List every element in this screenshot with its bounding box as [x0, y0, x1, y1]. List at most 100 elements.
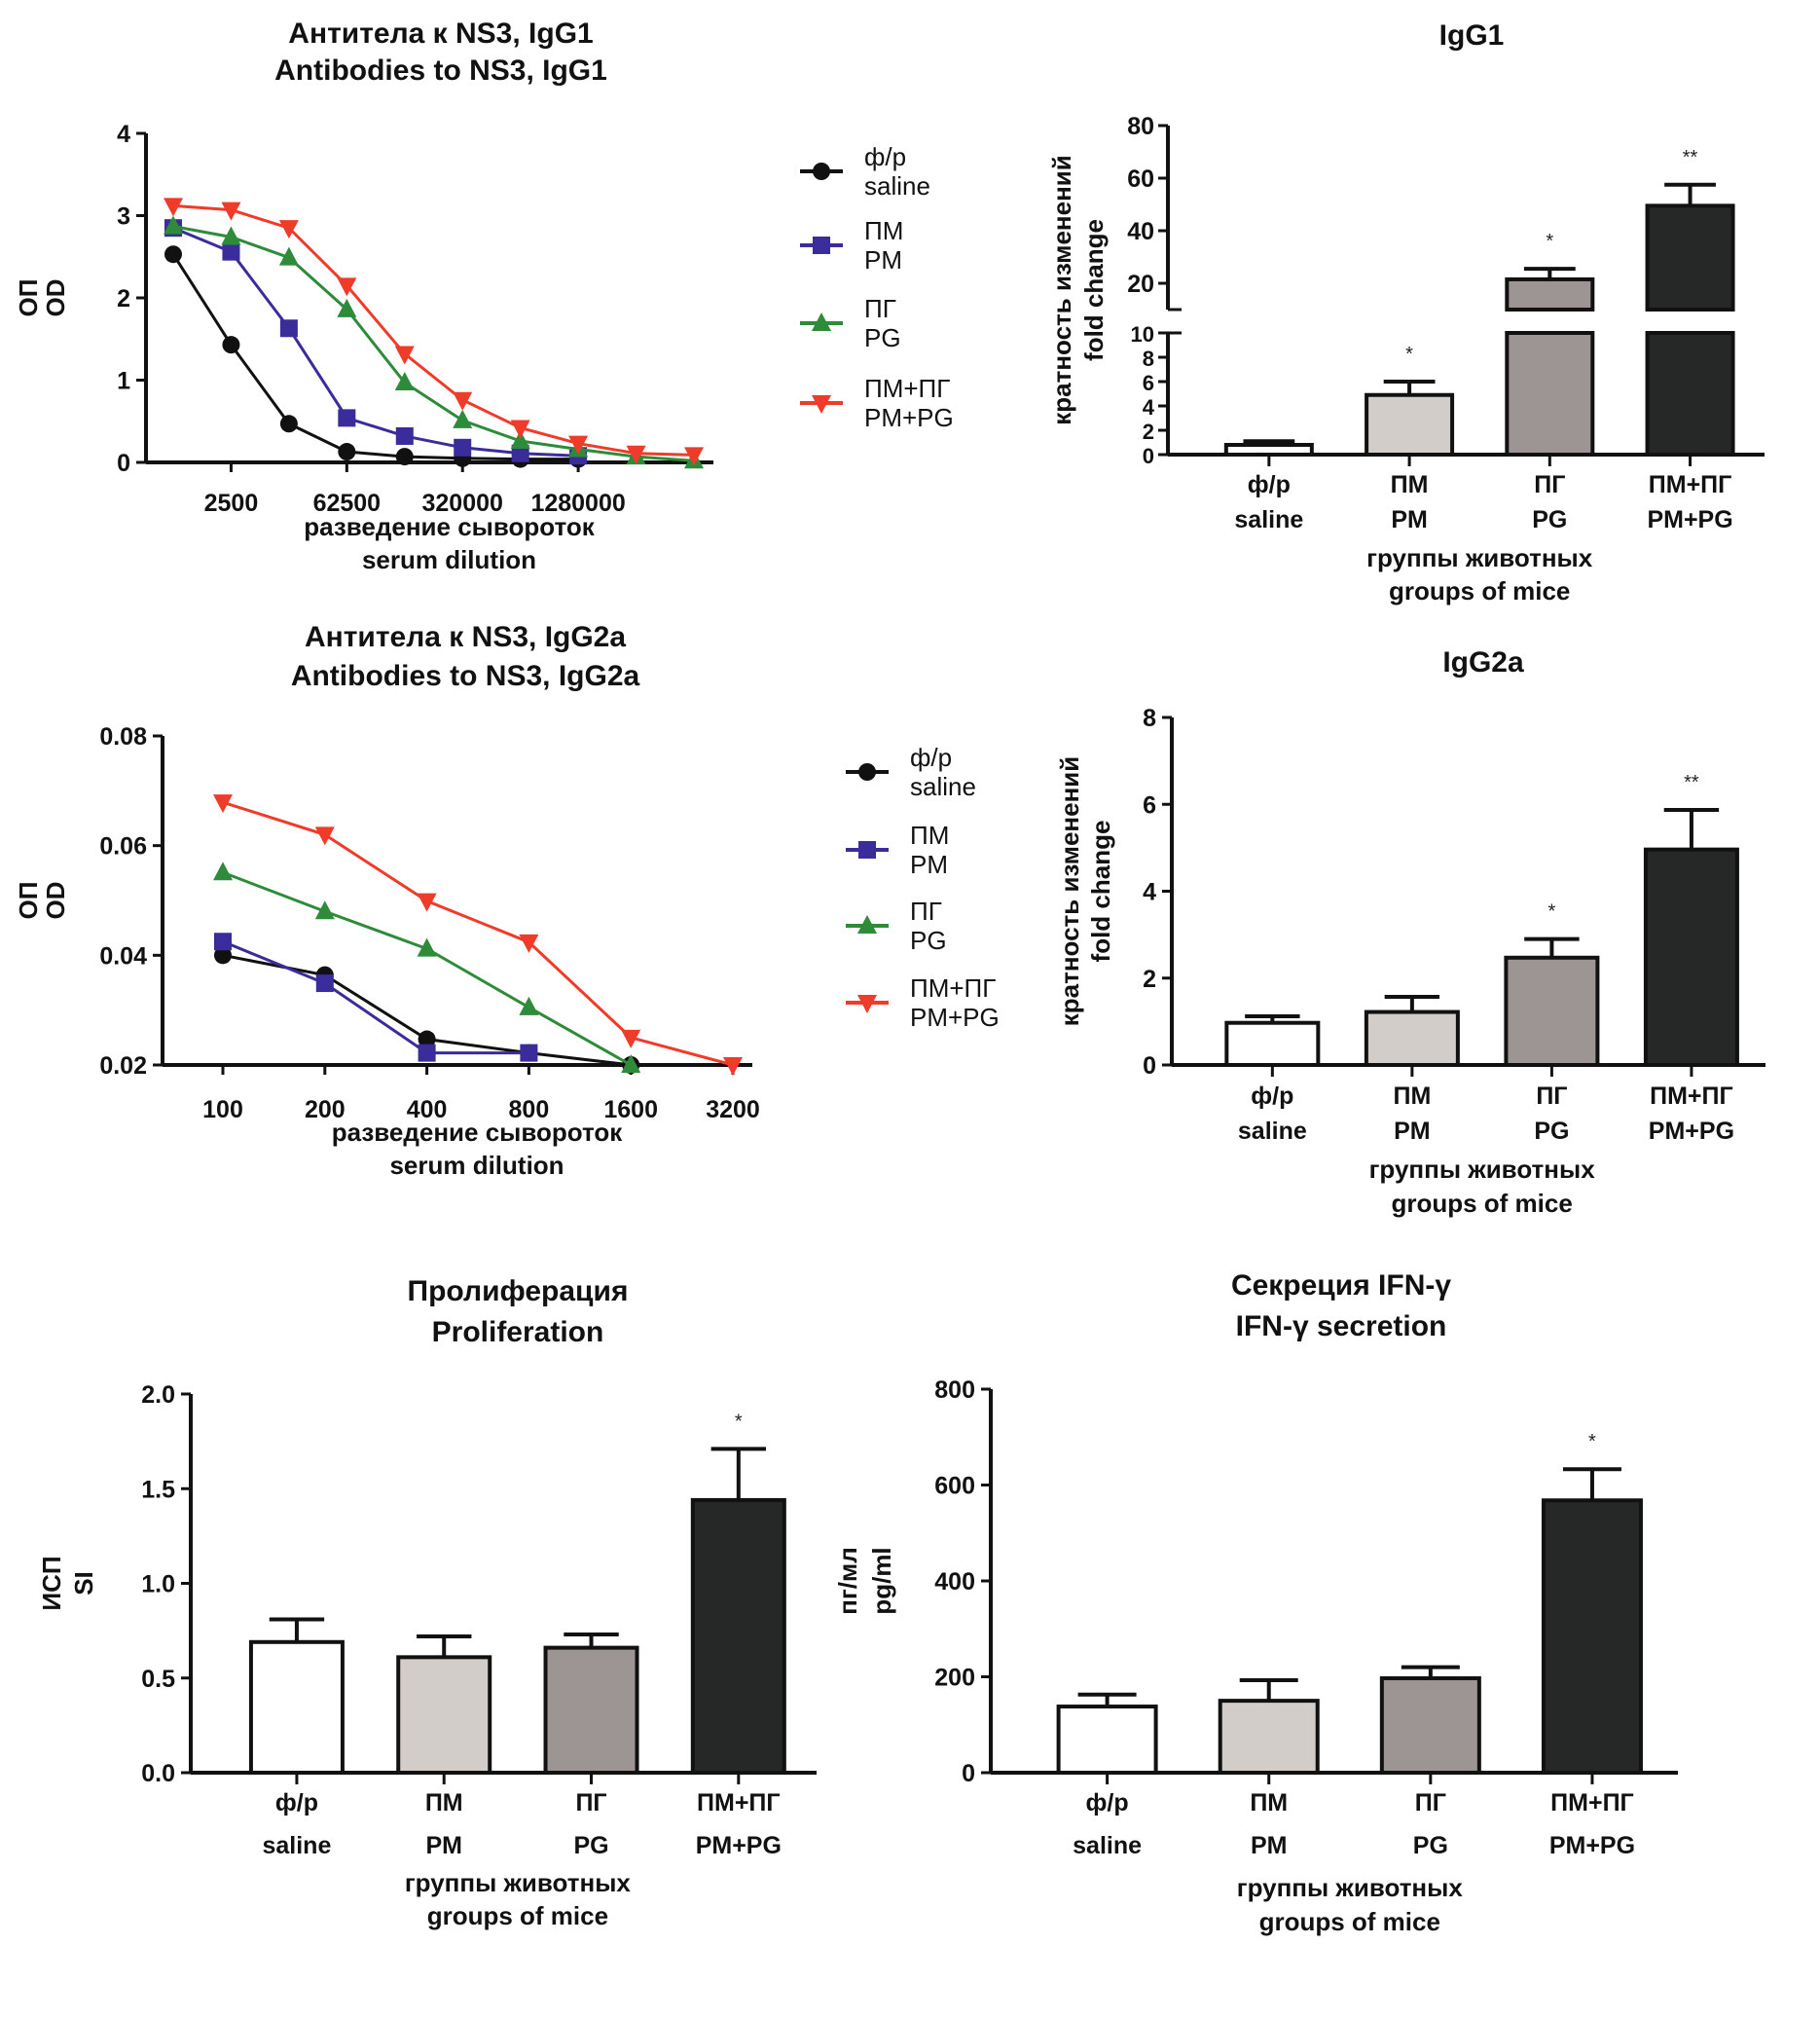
significance-marker: *: [1405, 344, 1413, 365]
x-tick-label-en: PG: [1534, 1118, 1569, 1145]
legend-label-en: PM+PG: [910, 1003, 1000, 1032]
y-tick-label: 40: [1127, 218, 1154, 245]
x-axis-label: разведение сывороток: [332, 1118, 624, 1147]
bar-group: *: [690, 1411, 786, 1776]
data-point: [519, 996, 539, 1015]
axis-break-gap: [1504, 312, 1596, 331]
x-tick-label-en: PG: [1413, 1832, 1448, 1859]
series-line: [172, 226, 579, 458]
chart-title: IFN-γ secretion: [1236, 1310, 1447, 1342]
bar-lower: [1645, 331, 1735, 457]
data-point: [395, 426, 414, 445]
legend-label-ru: ф/р: [910, 743, 952, 772]
data-point: [337, 298, 357, 317]
x-tick-label-en: PG: [573, 1832, 608, 1859]
y-tick-label: 0: [1143, 444, 1154, 468]
significance-marker: *: [735, 1411, 743, 1432]
legend-label-ru: ПМ: [864, 216, 903, 245]
chart-title: Antibodies to NS3, IgG2a: [291, 660, 640, 692]
y-axis-label: OD: [41, 882, 70, 920]
data-point: [857, 995, 877, 1013]
x-tick-label-en: PM: [1391, 506, 1428, 533]
x-tick-label-ru: ПМ: [1250, 1789, 1288, 1816]
chart-title: IgG2a: [1442, 646, 1524, 679]
legend-label-ru: ПМ+ПГ: [910, 973, 996, 1003]
x-axis-label: groups of mice: [1391, 1189, 1572, 1218]
x-axis-label: groups of mice: [427, 1901, 608, 1930]
x-axis-label: serum dilution: [362, 545, 536, 574]
chart-ifn-gamma: Секреция IFN-γ IFN-γ secretion 0 200 400 600 8…: [833, 1269, 1678, 1936]
x-tick-label-en: saline: [1073, 1832, 1142, 1859]
x-tick-label-en: PM+PG: [1549, 1832, 1635, 1859]
legend-label-en: PM: [910, 850, 948, 879]
y-axis-label: кратность изменений: [1055, 756, 1084, 1027]
data-point: [510, 420, 530, 439]
data-point: [626, 445, 646, 464]
x-axis-label: groups of mice: [1389, 576, 1570, 605]
significance-marker: **: [1684, 772, 1699, 793]
data-point: [858, 841, 876, 859]
x-tick-label-ru: ф/р: [1251, 1082, 1293, 1110]
y-tick-label: 2.0: [141, 1381, 175, 1409]
y-tick-label: 0.02: [99, 1052, 147, 1080]
x-tick-label: 320000: [422, 490, 503, 517]
x-tick-label: 800: [509, 1096, 550, 1123]
bar-group: **: [1643, 772, 1739, 1067]
chart-title: Proliferation: [432, 1316, 604, 1348]
data-point: [213, 862, 233, 881]
data-point: [279, 319, 298, 338]
y-tick-label: 0: [1143, 1052, 1156, 1080]
bar-group: **: [1644, 147, 1736, 457]
significance-marker: *: [1548, 901, 1556, 923]
bar: [396, 1655, 492, 1775]
x-axis-label: serum dilution: [389, 1151, 564, 1180]
x-tick-label-en: saline: [262, 1832, 331, 1859]
x-tick-label: 62500: [313, 490, 382, 517]
bar: [1643, 847, 1739, 1067]
y-axis-label: пг/мл: [833, 1547, 862, 1615]
series-line: [172, 203, 695, 457]
legend-label-ru: ПМ+ПГ: [864, 374, 950, 403]
data-point: [164, 198, 183, 217]
bar: [1504, 955, 1600, 1067]
x-tick-label-ru: ПМ: [1391, 471, 1429, 498]
bar-group: [1056, 1692, 1158, 1776]
y-tick-label: 4: [117, 121, 130, 148]
data-point: [684, 447, 704, 466]
bar: [1541, 1498, 1643, 1775]
data-point: [510, 430, 530, 450]
chart-igg2a-fold: IgG2a 0 2 4 6 8 ф/р saline ПМ PM * ПГ PG ** ПМ+ПГ PM+PG…: [1055, 646, 1765, 1218]
legend-label-en: PM: [864, 245, 902, 275]
y-axis-label: ИСП: [37, 1556, 66, 1610]
data-point: [454, 438, 472, 457]
y-tick-label: 20: [1127, 271, 1154, 298]
data-point: [417, 937, 437, 957]
y-tick-label: 800: [934, 1376, 975, 1404]
data-point: [337, 277, 357, 297]
data-point: [418, 1030, 436, 1048]
data-point: [520, 1044, 538, 1062]
chart-igg2a-titration: Антитела к NS3, IgG2a Antibodies to NS3, …: [14, 621, 1000, 1180]
x-tick-label: 1280000: [530, 490, 625, 517]
y-tick-label: 2: [1143, 966, 1156, 993]
chart-title: Антитела к NS3, IgG1: [288, 18, 593, 50]
data-point: [418, 1044, 436, 1062]
x-tick-label: 3200: [706, 1096, 760, 1123]
data-point: [813, 237, 830, 254]
legend-label-ru: ПГ: [910, 897, 942, 926]
data-point: [314, 900, 335, 920]
data-point: [213, 794, 233, 814]
chart-title: Пролиферация: [408, 1275, 629, 1307]
chart-title: Антитела к NS3, IgG2a: [305, 621, 626, 653]
data-point: [395, 448, 414, 466]
data-point: [222, 242, 240, 261]
y-tick-label: 4: [1143, 879, 1156, 906]
x-axis-label: groups of mice: [1259, 1907, 1440, 1936]
bar-group: [248, 1617, 345, 1776]
y-axis-label: SI: [69, 1571, 98, 1596]
bar: [1365, 392, 1455, 457]
